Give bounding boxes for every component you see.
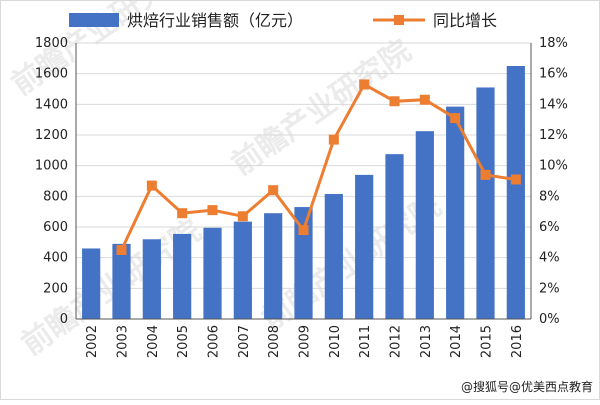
y-right-tick-label: 14% xyxy=(539,97,568,112)
y-left-tick-label: 1800 xyxy=(35,36,68,51)
bar xyxy=(173,233,192,319)
line-point xyxy=(207,205,218,216)
line-point xyxy=(359,79,370,90)
y-right-tick-label: 18% xyxy=(539,36,568,51)
line-point xyxy=(480,169,491,180)
line-point xyxy=(298,225,309,236)
y-right-tick-label: 4% xyxy=(539,251,560,266)
x-tick-label: 2010 xyxy=(328,325,343,358)
bar xyxy=(142,239,161,319)
y-left-tick-label: 200 xyxy=(43,281,68,296)
x-tick-label: 2011 xyxy=(358,325,373,358)
x-tick-label: 2003 xyxy=(116,325,131,358)
y-right-tick-label: 6% xyxy=(539,220,560,235)
legend-line-marker xyxy=(394,15,404,25)
line-point xyxy=(510,174,521,185)
line-point xyxy=(450,113,461,124)
bar xyxy=(264,213,283,319)
line-point xyxy=(419,94,430,105)
y-right-tick-label: 10% xyxy=(539,159,568,174)
y-right-tick-label: 2% xyxy=(539,281,560,296)
bar-series xyxy=(82,66,525,319)
x-tick-label: 2005 xyxy=(176,325,191,358)
x-tick-label: 2006 xyxy=(207,325,222,358)
bar xyxy=(203,227,222,319)
x-tick-label: 2013 xyxy=(419,325,434,358)
line-point xyxy=(328,134,339,145)
y-right-tick-label: 12% xyxy=(539,128,568,143)
legend: 烘焙行业销售额（亿元） 同比增长 xyxy=(69,11,497,30)
x-tick-label: 2009 xyxy=(298,325,313,358)
y-left-tick-label: 1600 xyxy=(35,67,68,82)
axes: 0 200 400 600 800 1000 1200 1400 1600 1800 0% 2% 4% 6… xyxy=(35,36,568,358)
bar xyxy=(446,106,465,319)
x-tick-label: 2014 xyxy=(449,325,464,358)
x-tick-label: 2016 xyxy=(510,325,525,358)
x-tick-label: 2008 xyxy=(267,325,282,358)
bar xyxy=(476,87,495,319)
line-point xyxy=(177,208,188,219)
y-left-tick-label: 400 xyxy=(43,251,68,266)
line-point xyxy=(268,185,279,196)
y-left-tick-label: 1400 xyxy=(35,97,68,112)
footer-credit: @搜狐号@优美西点教育 xyxy=(460,380,593,394)
y-left-tick-label: 1200 xyxy=(35,128,68,143)
bar xyxy=(415,131,434,319)
y-left-tick-label: 1000 xyxy=(35,159,68,174)
bar xyxy=(355,174,374,319)
bar xyxy=(324,194,343,319)
x-tick-label: 2004 xyxy=(146,325,161,358)
line-point xyxy=(116,245,127,255)
x-tick-label: 2015 xyxy=(480,325,495,358)
y-right-tick-label: 0% xyxy=(539,312,560,327)
legend-bar-swatch xyxy=(69,13,119,27)
bar xyxy=(506,66,525,319)
bar xyxy=(82,248,101,319)
y-left-tick-label: 0 xyxy=(60,312,68,327)
bar xyxy=(233,221,252,319)
growth-line xyxy=(120,82,517,251)
y-right-tick-label: 8% xyxy=(539,189,560,204)
line-point xyxy=(389,96,400,107)
y-left-tick-label: 800 xyxy=(43,189,68,204)
line-series xyxy=(116,79,521,255)
legend-line-label: 同比增长 xyxy=(433,11,497,30)
legend-bar-label: 烘焙行业销售额（亿元） xyxy=(127,11,303,30)
y-left-tick-label: 600 xyxy=(43,220,68,235)
x-tick-label: 2012 xyxy=(389,325,404,358)
y-right-tick-label: 16% xyxy=(539,67,568,82)
bar xyxy=(385,154,404,319)
line-point xyxy=(237,211,248,222)
x-tick-label: 2002 xyxy=(85,325,100,358)
line-point xyxy=(146,180,157,191)
bar xyxy=(112,243,131,319)
x-tick-label: 2007 xyxy=(237,325,252,358)
